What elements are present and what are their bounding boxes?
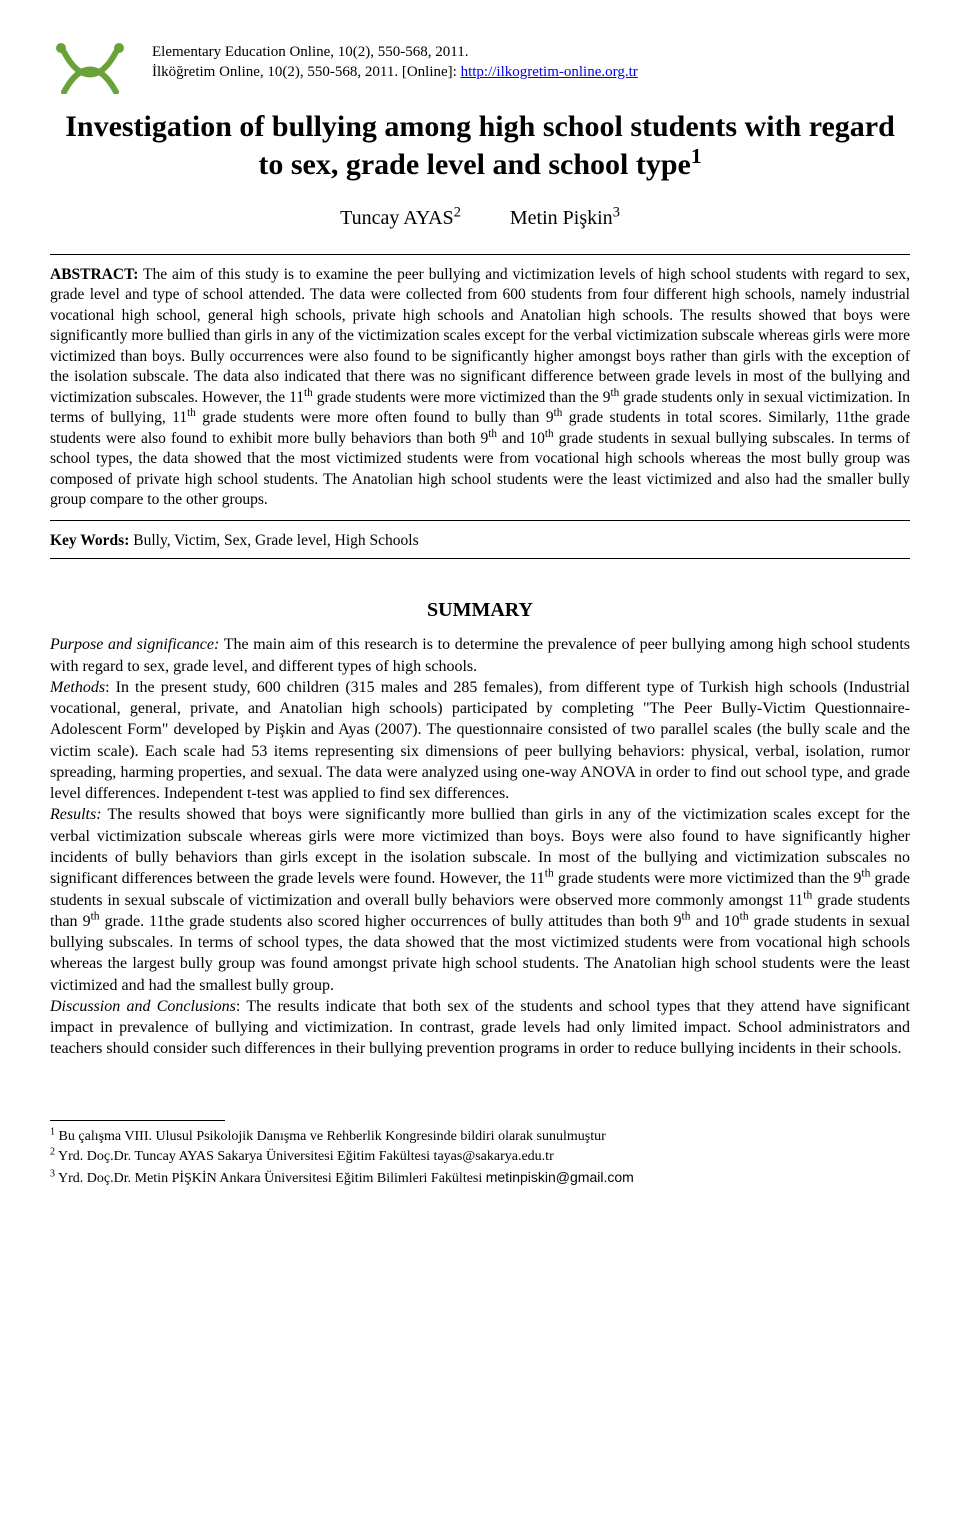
abstract-label: ABSTRACT: (50, 266, 138, 283)
author-2: Metin Pişkin3 (510, 207, 620, 229)
journal-line-1: Elementary Education Online, 10(2), 550-… (152, 42, 910, 62)
journal-link[interactable]: http://ilkogretim-online.org.tr (461, 64, 638, 80)
journal-line-2: İlköğretim Online, 10(2), 550-568, 2011.… (152, 62, 910, 82)
summary-body: Purpose and significance: The main aim o… (50, 634, 910, 1059)
summary-methods-lead: Methods (50, 679, 105, 696)
footnote-2: 2 Yrd. Doç.Dr. Tuncay AYAS Sakarya Ünive… (50, 1147, 910, 1167)
footnote-3-email: metinpiskin@gmail.com (486, 1169, 634, 1185)
summary-results-lead: Results: (50, 806, 102, 823)
paper-title: Investigation of bullying among high sch… (50, 108, 910, 183)
journal-header: Elementary Education Online, 10(2), 550-… (50, 40, 910, 94)
authors: Tuncay AYAS2 Metin Pişkin3 (50, 205, 910, 232)
author-1: Tuncay AYAS2 (340, 207, 461, 229)
journal-logo (50, 40, 138, 94)
summary-discussion-lead: Discussion and Conclusions (50, 998, 236, 1015)
footnotes: 1 Bu çalışma VIII. Ulusul Psikolojik Dan… (50, 1127, 910, 1189)
footnote-3: 3 Yrd. Doç.Dr. Metin PİŞKİN Ankara Ünive… (50, 1168, 910, 1189)
summary-purpose-lead: Purpose and significance: (50, 636, 219, 653)
journal-citation: Elementary Education Online, 10(2), 550-… (152, 40, 910, 83)
footnote-separator (50, 1120, 225, 1121)
summary-heading: SUMMARY (50, 597, 910, 624)
footnote-1: 1 Bu çalışma VIII. Ulusul Psikolojik Dan… (50, 1127, 910, 1147)
keywords: Key Words: Bully, Victim, Sex, Grade lev… (50, 527, 910, 559)
abstract: ABSTRACT: The aim of this study is to ex… (50, 254, 910, 521)
keywords-label: Key Words: (50, 532, 129, 549)
